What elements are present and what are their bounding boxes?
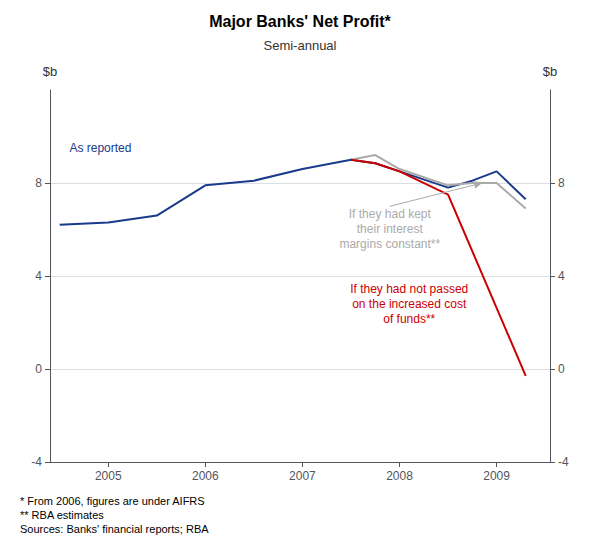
svg-text:2007: 2007 (289, 469, 316, 483)
svg-text:4: 4 (558, 269, 565, 283)
svg-text:of funds**: of funds** (383, 312, 435, 326)
svg-text:0: 0 (35, 362, 42, 376)
svg-text:-4: -4 (558, 455, 569, 469)
svg-text:Major Banks' Net Profit*: Major Banks' Net Profit* (209, 13, 391, 30)
svg-text:$b: $b (43, 64, 57, 79)
svg-text:their interest: their interest (357, 222, 424, 236)
svg-text:on the increased cost: on the increased cost (352, 297, 467, 311)
svg-text:If they had not passed: If they had not passed (350, 282, 468, 296)
svg-text:2009: 2009 (483, 469, 510, 483)
svg-text:4: 4 (35, 269, 42, 283)
svg-text:2006: 2006 (192, 469, 219, 483)
svg-text:2008: 2008 (386, 469, 413, 483)
svg-text:Sources: Banks' financial repo: Sources: Banks' financial reports; RBA (20, 523, 209, 535)
svg-text:2005: 2005 (95, 469, 122, 483)
svg-text:8: 8 (558, 176, 565, 190)
svg-text:As reported: As reported (69, 141, 131, 155)
svg-text:8: 8 (35, 176, 42, 190)
svg-text:If they had kept: If they had kept (349, 207, 432, 221)
svg-text:margins constant**: margins constant** (339, 237, 440, 251)
svg-text:* From 2006, figures are under: * From 2006, figures are under AIFRS (20, 495, 205, 507)
svg-text:-4: -4 (31, 455, 42, 469)
svg-text:Semi-annual: Semi-annual (264, 38, 337, 53)
svg-text:0: 0 (558, 362, 565, 376)
svg-text:$b: $b (543, 64, 557, 79)
svg-text:** RBA estimates: ** RBA estimates (20, 509, 104, 521)
